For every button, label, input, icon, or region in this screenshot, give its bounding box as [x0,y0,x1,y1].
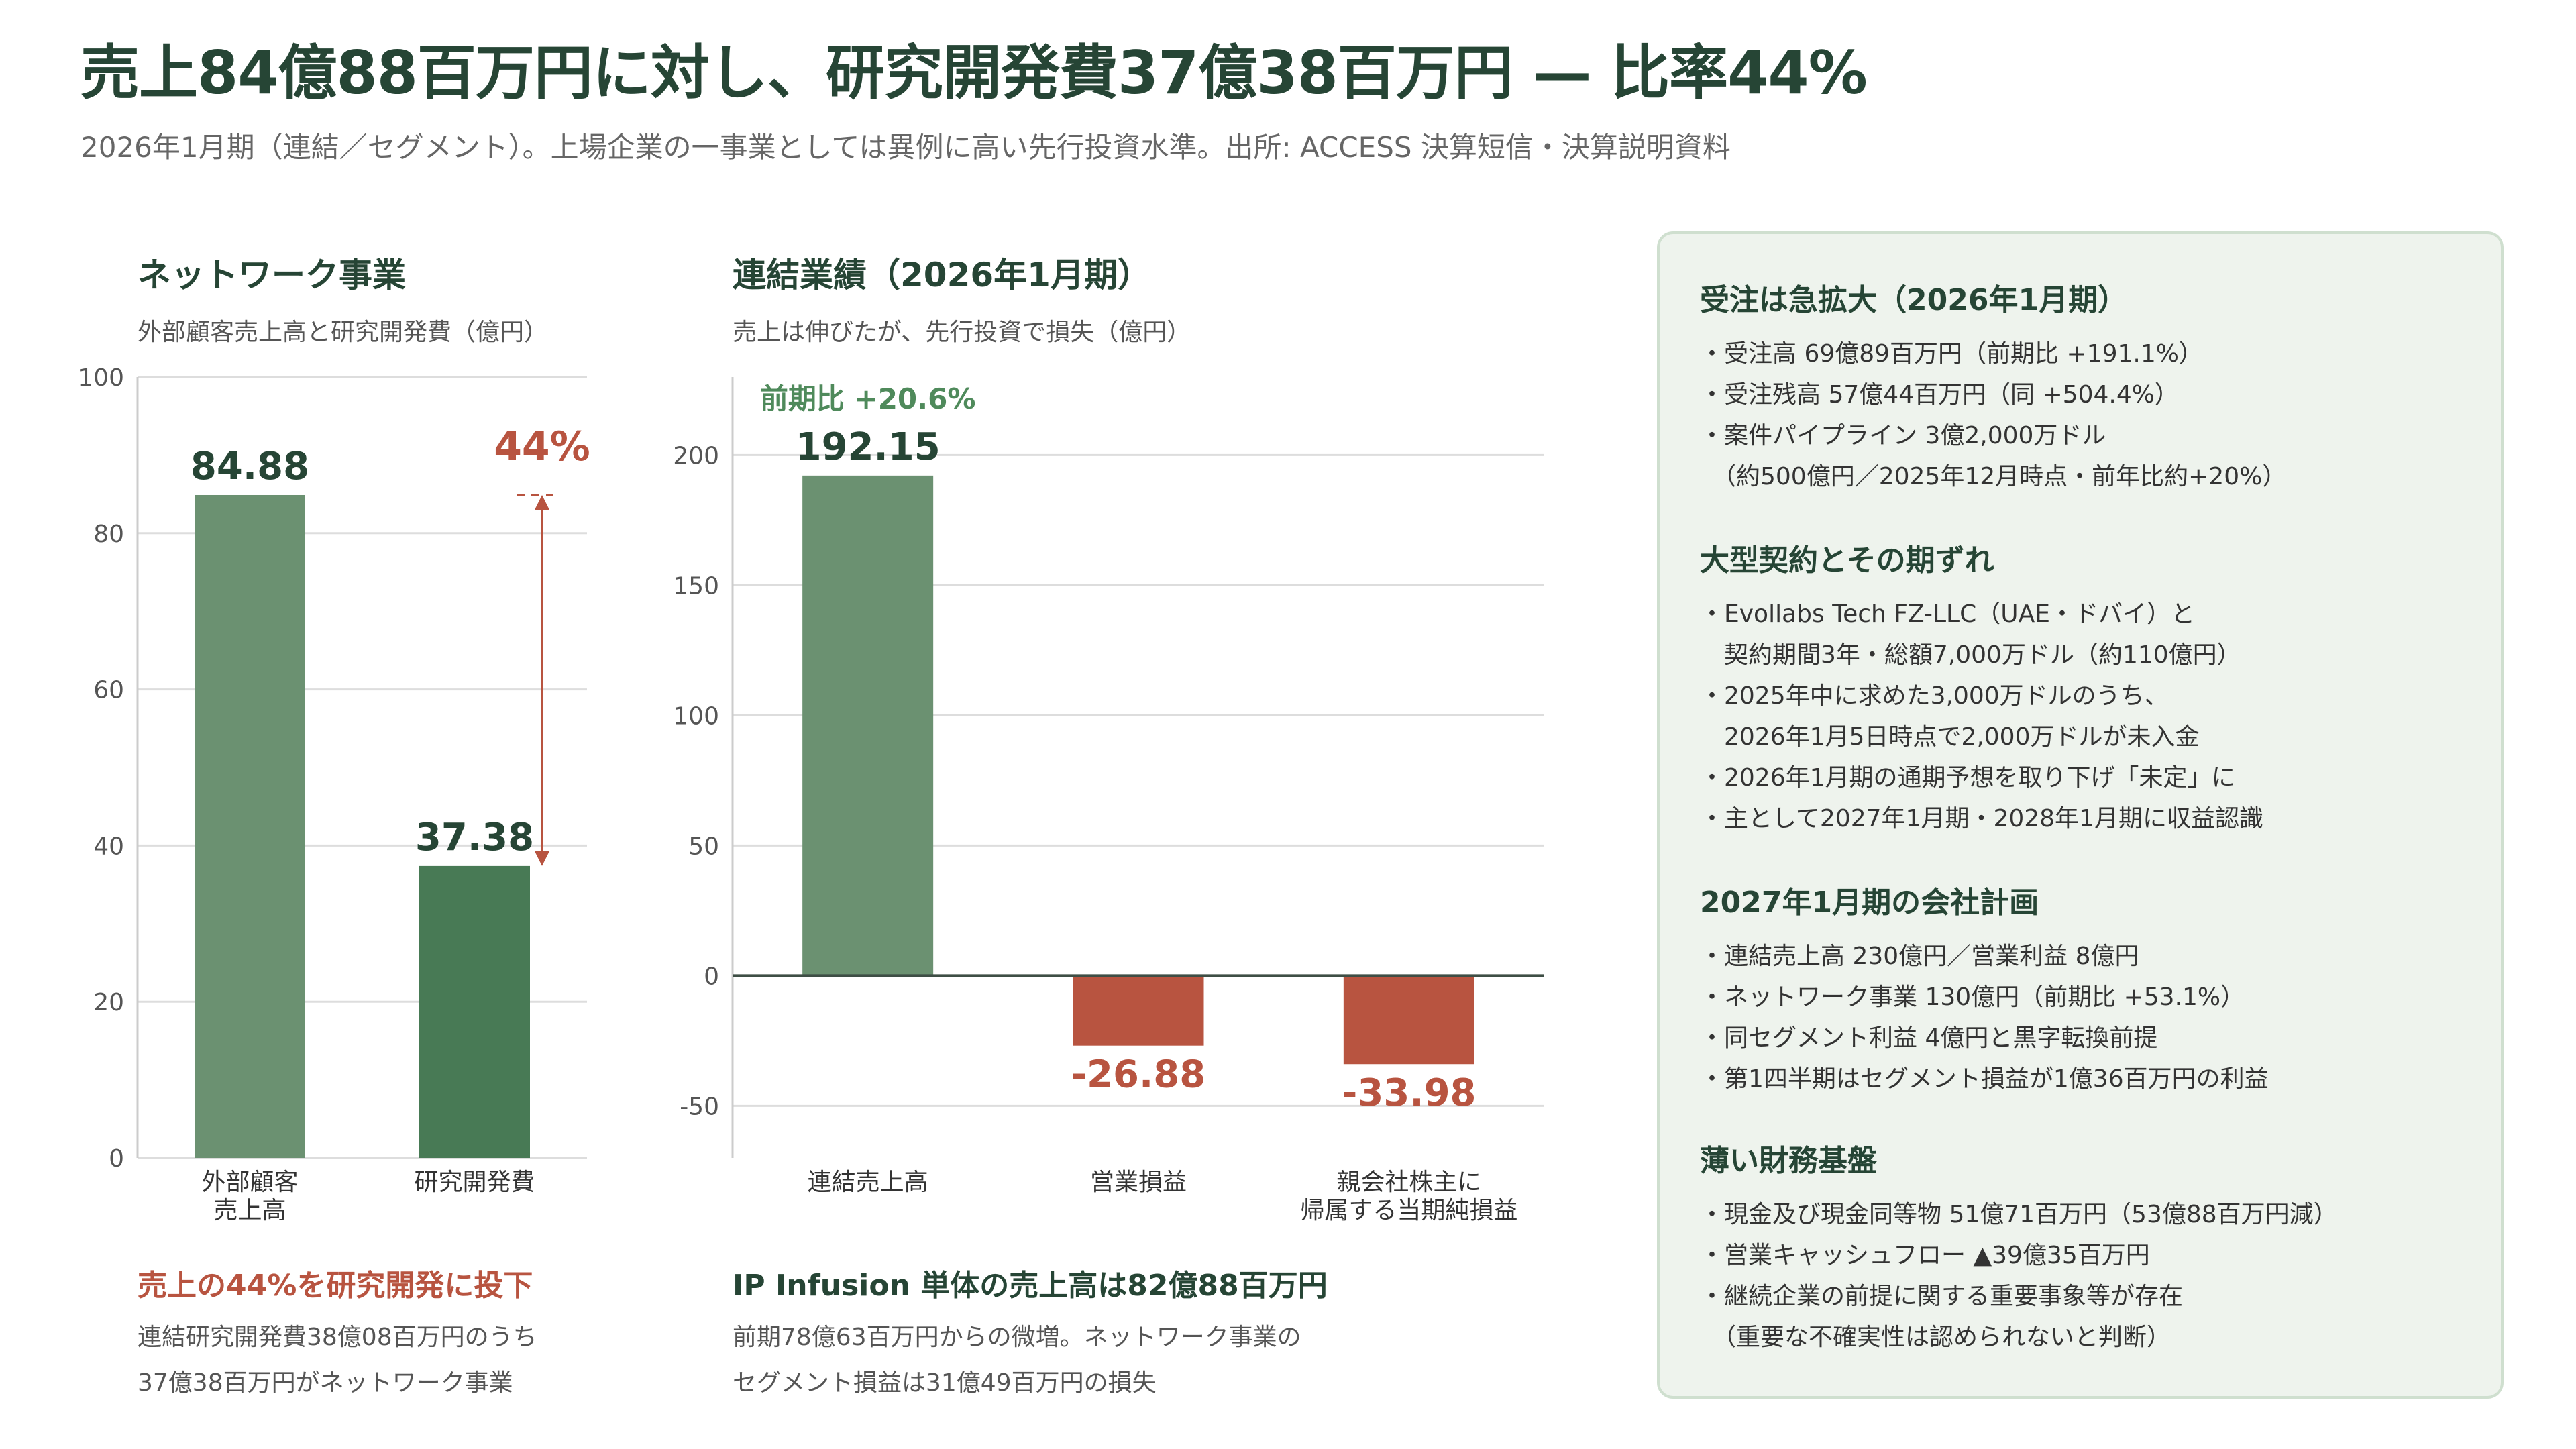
network-chart-title: ネットワーク事業 [138,256,406,294]
y-tick-label: 50 [688,833,719,860]
orders-item: （約500億円／2025年12月時点・前年比約+20%） [1700,463,2287,490]
finance-item: ・継続企業の前提に関する重要事象等が存在 [1700,1283,2184,1310]
finance-item: （重要な不確実性は認められないと判断） [1700,1324,2171,1351]
growth-rate-label: 前期比 +20.6% [760,382,976,415]
contract-section: 大型契約とその期ずれ ・Evollabs Tech FZ-LLC（UAE・ドバイ… [1700,536,2478,839]
bar-value-label: 84.88 [191,445,309,488]
y-tick-label: 40 [93,833,124,860]
plan-section-title: 2027年1月期の会社計画 [1700,885,2039,920]
y-tick-label: 80 [93,521,124,548]
consolidated-note-body: 前期78億63百万円からの微増。ネットワーク事業の セグメント損益は31億49百… [733,1315,1301,1406]
ratio-arrow-head-up [535,494,549,510]
network-note-title: 売上の44%を研究開発に投下 [138,1269,533,1303]
x-category-label: 外部顧客 [201,1169,298,1196]
orders-item: ・受注残高 57億44百万円（同 +504.4%） [1700,381,2179,409]
consolidated-note-line: 前期78億63百万円からの微増。ネットワーク事業の [733,1324,1301,1351]
contract-item: ・Evollabs Tech FZ-LLC（UAE・ドバイ）と [1700,600,2195,628]
contract-item: ・2026年1月期の通期予想を取り下げ「未定」に [1700,764,2236,792]
orders-section-title: 受注は急拡大（2026年1月期） [1700,283,2128,317]
contract-item: 契約期間3年・総額7,000万ドル（約110億円） [1700,641,2241,669]
bar-value-label: -26.88 [1071,1053,1205,1097]
finance-item: ・営業キャッシュフロー ▲39億35百万円 [1700,1242,2150,1269]
finance-section-title: 薄い財務基盤 [1700,1144,1877,1178]
ratio-label: 44% [494,423,590,470]
page-title: 売上84億88百万円に対し、研究開発費37億38百万円 — 比率44% [80,38,1868,107]
contract-section-title: 大型契約とその期ずれ [1700,543,1994,578]
network-bar-chart: 0 20 40 60 80 100 84.88 外部顧客 売上高 37.38 研究開発費 44% [0,362,671,1234]
bar-value-label: -33.98 [1342,1071,1476,1115]
x-category-label: 連結売上高 [808,1169,928,1196]
y-tick-label: 200 [673,442,719,470]
y-tick-label: 150 [673,572,719,600]
consolidated-chart-subtitle: 売上は伸びたが、先行投資で損失（億円） [733,319,1191,346]
network-chart-subtitle: 外部顧客売上高と研究開発費（億円） [138,319,549,346]
x-category-label: 営業損益 [1090,1169,1187,1196]
bar-value-label: 192.15 [796,425,941,469]
consolidated-chart-title: 連結業績（2026年1月期） [733,256,1151,294]
y-tick-label: -50 [680,1093,719,1120]
network-note-line: 連結研究開発費38億08百万円のうち [138,1324,537,1351]
y-tick-label: 100 [78,364,124,392]
bar [1343,975,1474,1065]
bar [195,494,305,1158]
network-note-line: 37億38百万円がネットワーク事業 [138,1369,513,1397]
orders-item: ・案件パイプライン 3億2,000万ドル [1700,422,2106,449]
page-subtitle: 2026年1月期（連結／セグメント）。上場企業の一事業としては異例に高い先行投資… [80,131,1731,164]
plan-item: ・ネットワーク事業 130億円（前期比 +53.1%） [1700,983,2245,1011]
y-tick-label: 60 [93,677,124,704]
y-tick-label: 20 [93,989,124,1016]
key-facts-panel: 受注は急拡大（2026年1月期） ・受注高 69億89百万円（前期比 +191.… [1657,231,2504,1399]
x-category-label: 帰属する当期純損益 [1300,1197,1517,1224]
y-tick-label: 100 [673,702,719,730]
plan-item: ・第1四半期はセグメント損益が1億36百万円の利益 [1700,1065,2269,1093]
bar-value-label: 37.38 [415,816,534,859]
network-note-body: 連結研究開発費38億08百万円のうち 37億38百万円がネットワーク事業 [138,1315,537,1406]
bar [419,865,530,1158]
consolidated-note-line: セグメント損益は31億49百万円の損失 [733,1369,1157,1397]
contract-item: 2026年1月5日時点で2,000万ドルが未入金 [1700,723,2200,751]
bar [802,475,934,976]
x-category-label: 研究開発費 [414,1169,535,1196]
y-tick-label: 0 [704,963,719,990]
consolidated-note-title: IP Infusion 単体の売上高は82億88百万円 [733,1269,1328,1303]
consolidated-bar-chart-svg: -50 0 50 100 150 200 192.15 連結売上高 -26.88 営業損益 -33.… [673,377,1544,1224]
bar [1073,975,1204,1046]
finance-item: ・現金及び現金同等物 51億71百万円（53億88百万円減） [1700,1201,2338,1228]
plan-section: 2027年1月期の会社計画 ・連結売上高 230億円／営業利益 8億円 ・ネット… [1700,878,2478,1099]
consolidated-bar-chart: -50 0 50 100 150 200 192.15 連結売上高 -26.88 営業損益 -33.… [644,362,1583,1234]
contract-item: ・2025年中に求めた3,000万ドルのうち、 [1700,682,2169,710]
plan-item: ・同セグメント利益 4億円と黒字転換前提 [1700,1024,2158,1052]
x-category-label: 親会社株主に [1336,1169,1481,1196]
network-bar-chart-svg: 0 20 40 60 80 100 84.88 外部顧客売上高 37.38 研究開発費 44% [78,364,590,1224]
contract-item: ・主として2027年1月期・2028年1月期に収益認識 [1700,805,2263,833]
ratio-arrow-head-down [535,851,549,866]
orders-section: 受注は急拡大（2026年1月期） ・受注高 69億89百万円（前期比 +191.… [1700,276,2478,497]
plan-item: ・連結売上高 230億円／営業利益 8億円 [1700,943,2139,970]
y-tick-label: 0 [109,1145,124,1173]
orders-item: ・受注高 69億89百万円（前期比 +191.1%） [1700,340,2203,368]
finance-section: 薄い財務基盤 ・現金及び現金同等物 51億71百万円（53億88百万円減） ・営… [1700,1136,2478,1358]
x-category-label: 売上高 [213,1197,286,1224]
